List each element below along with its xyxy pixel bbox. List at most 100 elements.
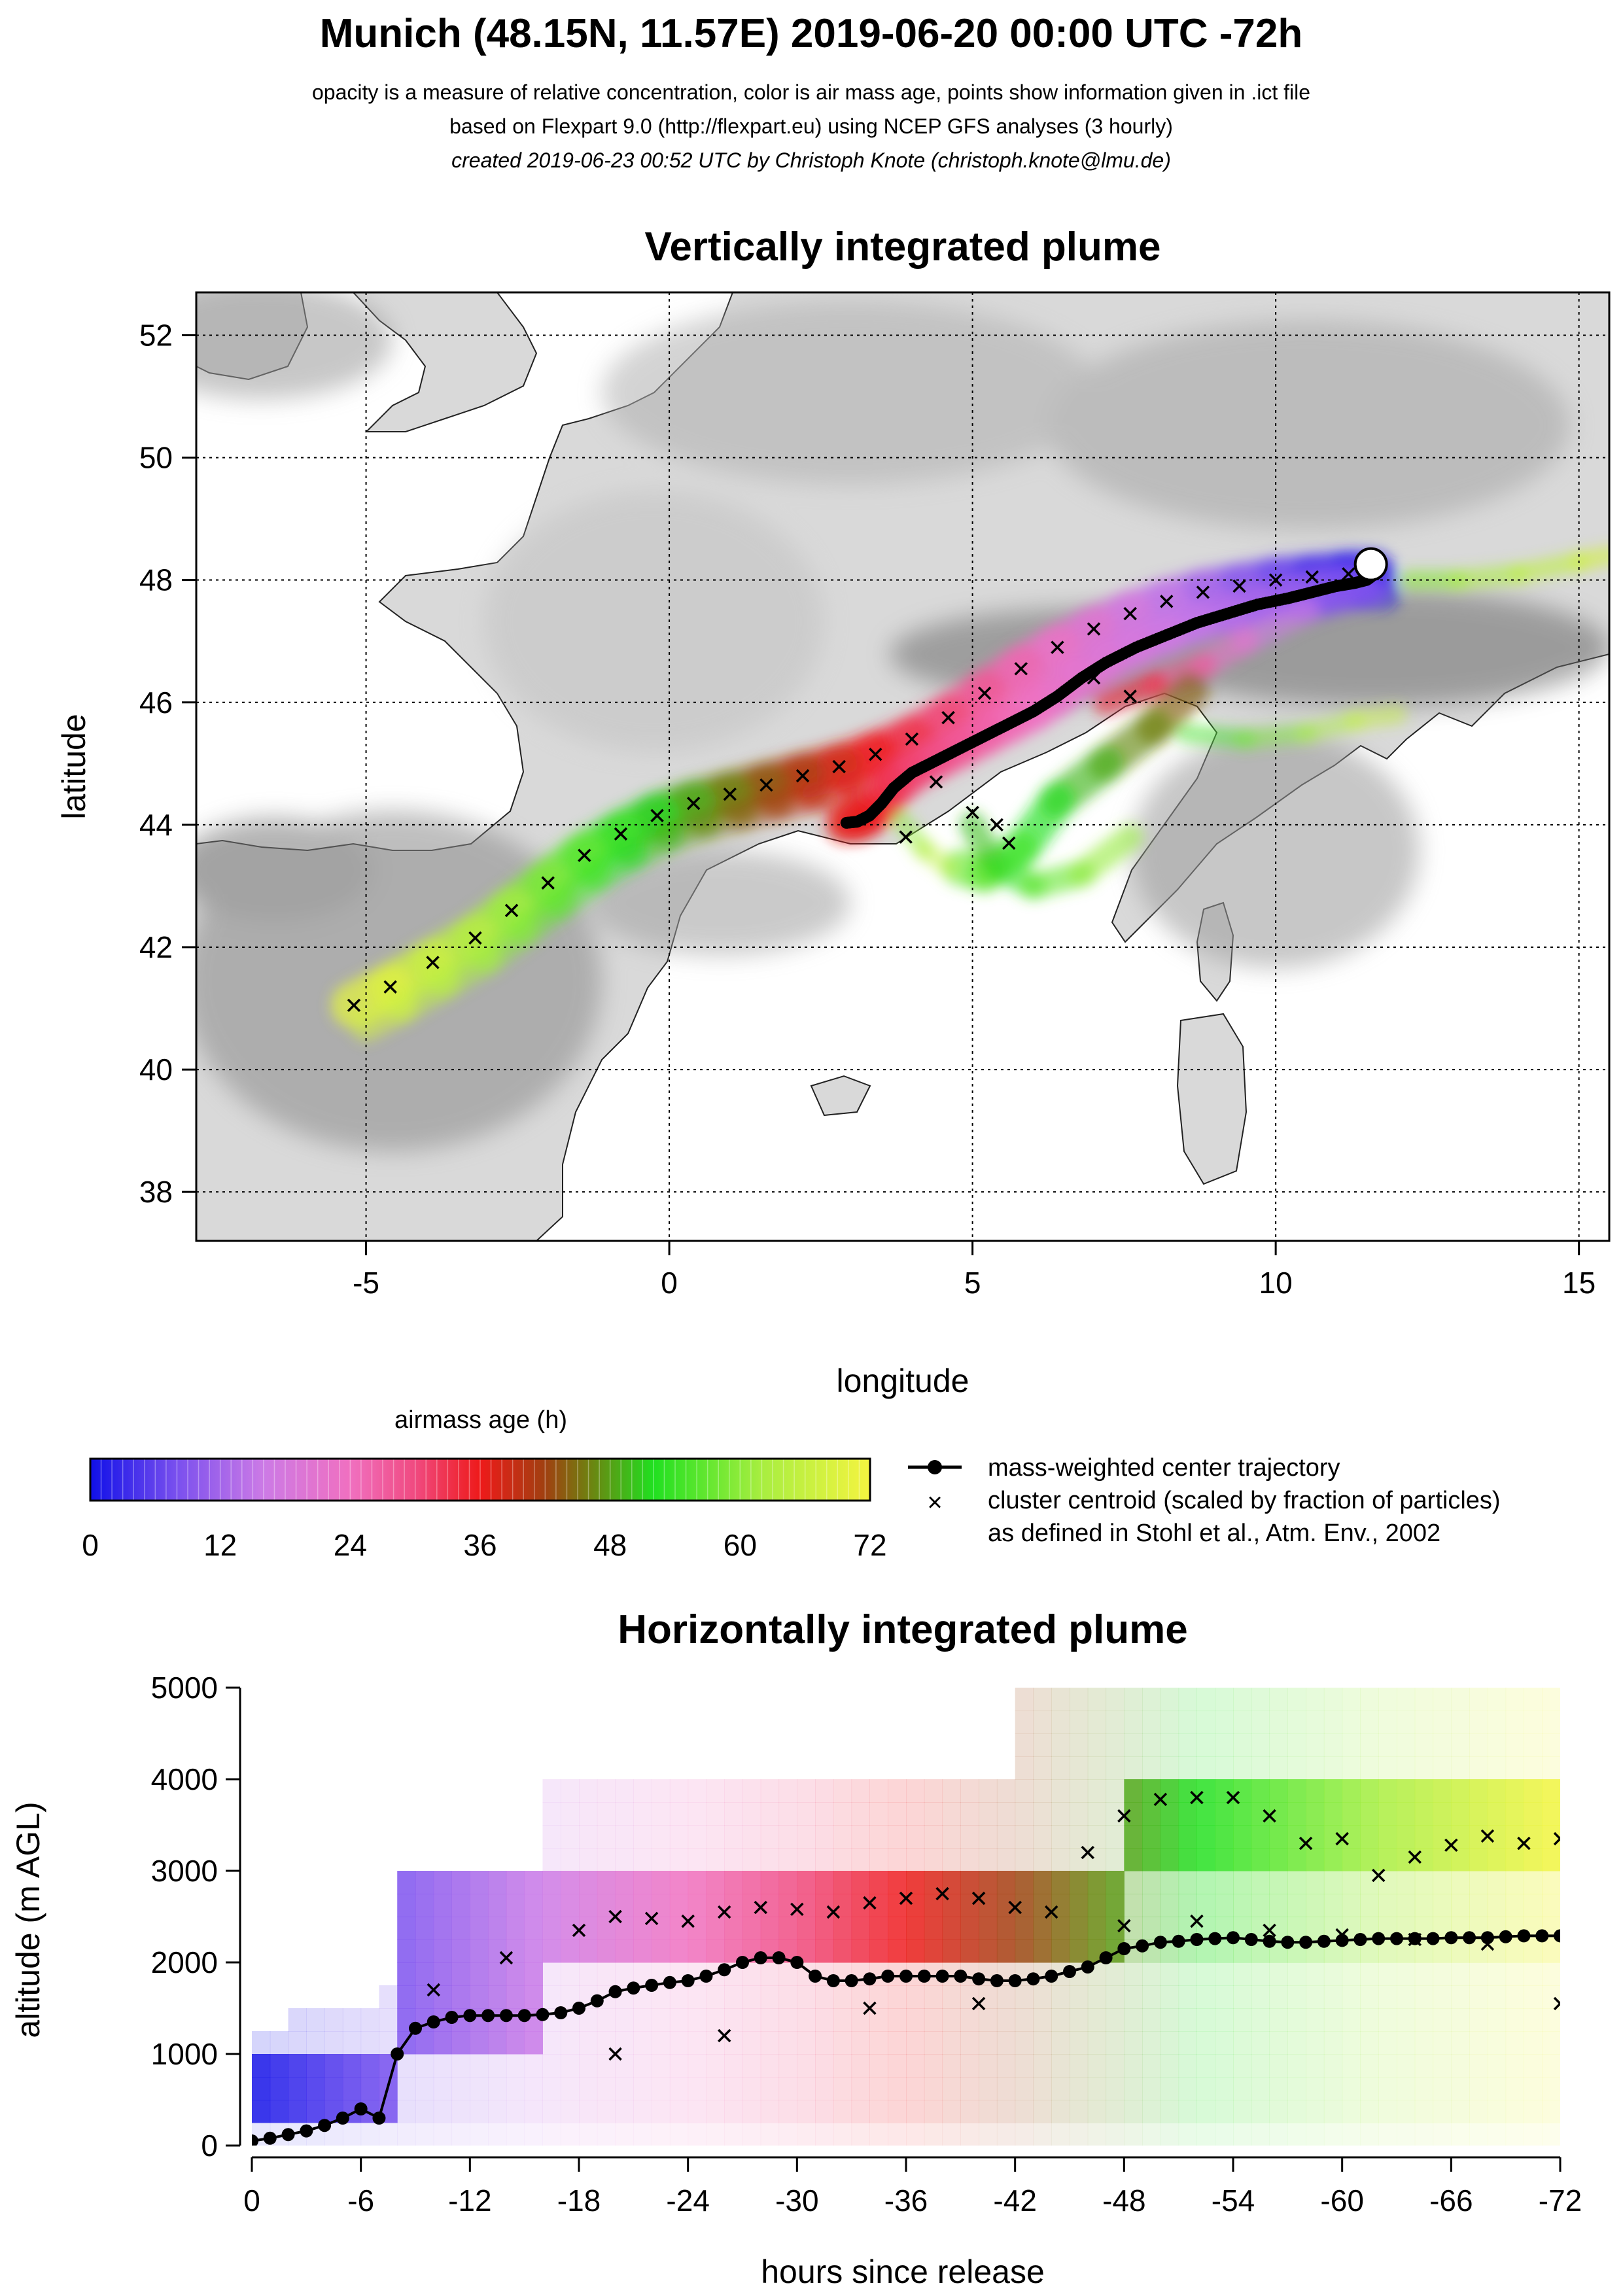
plume-cell — [1451, 2031, 1470, 2055]
plume-cell — [1106, 1688, 1125, 1711]
plume-cell — [778, 2054, 797, 2078]
plume-cell — [1051, 1985, 1070, 2009]
plume-cell — [815, 1825, 834, 1849]
plume-altitude-cells — [252, 1688, 1560, 2146]
plume-cell — [706, 1802, 725, 1826]
plume-cell — [996, 1917, 1016, 1940]
plume-cell — [778, 2077, 797, 2100]
plume-cell — [542, 1779, 561, 1803]
altitude-center-point — [1026, 1972, 1040, 1986]
plume-cell — [1215, 1848, 1234, 1871]
plume-cell — [597, 1962, 616, 1986]
plume-cell — [1505, 1711, 1524, 1734]
plume-cell — [360, 2077, 379, 2100]
plume-cell — [1505, 1871, 1524, 1894]
map-cluster-centroid — [1123, 606, 1137, 621]
plume-cell — [1397, 1985, 1416, 2009]
plume-cell — [433, 1871, 453, 1894]
altitude-panel: 0 -6 -12 -18 -24 -30 -36 -42 -48 -54 -60 -66 -72 0 100… — [151, 1671, 1582, 2218]
plume-cell — [1124, 1688, 1143, 1711]
plume-cell — [561, 1962, 580, 1986]
plume-cell — [433, 1917, 453, 1940]
plume-cell — [652, 1939, 671, 1963]
plume-cell — [615, 1779, 634, 1803]
plume-cell — [760, 1985, 780, 2009]
plume-cell — [1342, 2054, 1361, 2078]
plume-cell — [1287, 1848, 1306, 1871]
plume-cell — [996, 1779, 1016, 1803]
plume-cell — [1051, 1711, 1070, 1734]
plume-cell — [397, 2100, 416, 2123]
map-y-tick-label: 50 — [139, 441, 173, 475]
plume-cell — [1215, 1711, 1234, 1734]
plume-cell — [797, 1825, 816, 1849]
plume-cell — [1251, 2077, 1270, 2100]
plume-cell — [524, 1985, 543, 2009]
plume-cell — [815, 1917, 834, 1940]
altitude-cluster-centroid — [608, 1909, 622, 1924]
plume-cell — [1269, 2123, 1288, 2146]
plume-cell — [669, 2123, 689, 2146]
plume-cell — [815, 2008, 834, 2032]
colorbar-tick-label: 12 — [203, 1528, 237, 1562]
plume-cell — [797, 1848, 816, 1871]
plume-cell — [1451, 1711, 1470, 1734]
plume-cell — [1196, 1711, 1215, 1734]
plume-cell — [342, 2031, 362, 2055]
altitude-y-tick-label: 4000 — [151, 1762, 218, 1796]
plume-cell — [579, 2031, 598, 2055]
plume-cell — [524, 1962, 543, 1986]
plume-cell — [1306, 2008, 1325, 2032]
release-location-marker — [1353, 547, 1388, 582]
plume-cell — [1196, 2100, 1215, 2123]
plume-cell — [1397, 1779, 1416, 1803]
altitude-cluster-centroid — [1553, 1832, 1560, 1846]
plume-cell — [1142, 2031, 1161, 2055]
plume-cell — [1070, 1917, 1089, 1940]
plume-cell — [1451, 1779, 1470, 1803]
plume-cell — [1414, 2077, 1434, 2100]
plume-cell — [1233, 2054, 1252, 2078]
plume-cell — [1397, 1871, 1416, 1894]
plume-cell — [706, 2077, 725, 2100]
plume-cell — [542, 1962, 561, 1986]
plume-cell — [1323, 2008, 1343, 2032]
plume-cell — [1142, 2054, 1161, 2078]
plume-cell — [652, 1871, 671, 1894]
plume-cell — [1070, 1711, 1089, 1734]
plume-cell — [996, 1802, 1016, 1826]
plume-cell — [524, 2054, 543, 2078]
plume-cell — [1087, 2077, 1107, 2100]
plume-cell — [869, 2123, 888, 2146]
plume-cell — [996, 1825, 1016, 1849]
plume-cell — [815, 1779, 834, 1803]
plume-cell — [1196, 1802, 1215, 1826]
legend: mass-weighted center trajectory × cluste… — [908, 1454, 1501, 1547]
plume-cell — [706, 1871, 725, 1894]
altitude-x-tick-label: -66 — [1429, 2183, 1473, 2218]
altitude-center-point — [481, 2009, 495, 2023]
plume-cell — [1542, 1871, 1560, 1894]
plume-cell — [1070, 2100, 1089, 2123]
plume-cell — [1106, 1848, 1125, 1871]
plume-cell — [615, 1939, 634, 1963]
plume-cell — [1542, 2077, 1560, 2100]
plume-cell — [1215, 2008, 1234, 2032]
altitude-center-point — [409, 2021, 422, 2035]
altitude-center-point — [845, 1974, 858, 1987]
plume-cell — [1397, 1711, 1416, 1734]
plume-cell — [252, 2054, 271, 2078]
plume-cell — [597, 2123, 616, 2146]
altitude-y-tick-label: 3000 — [151, 1854, 218, 1888]
plume-cell — [851, 1917, 870, 1940]
plume-cell — [1378, 1733, 1397, 1757]
plume-cell — [1397, 2008, 1416, 2032]
plume-cell — [597, 1939, 616, 1963]
plume-cell — [1106, 2008, 1125, 2032]
plume-cell — [1323, 1985, 1343, 2009]
plume-cell — [869, 2031, 888, 2055]
plume-cell — [833, 2008, 852, 2032]
plume-cell — [1160, 1711, 1179, 1734]
plume-cell — [1178, 1825, 1197, 1849]
plume-cell — [652, 2123, 671, 2146]
